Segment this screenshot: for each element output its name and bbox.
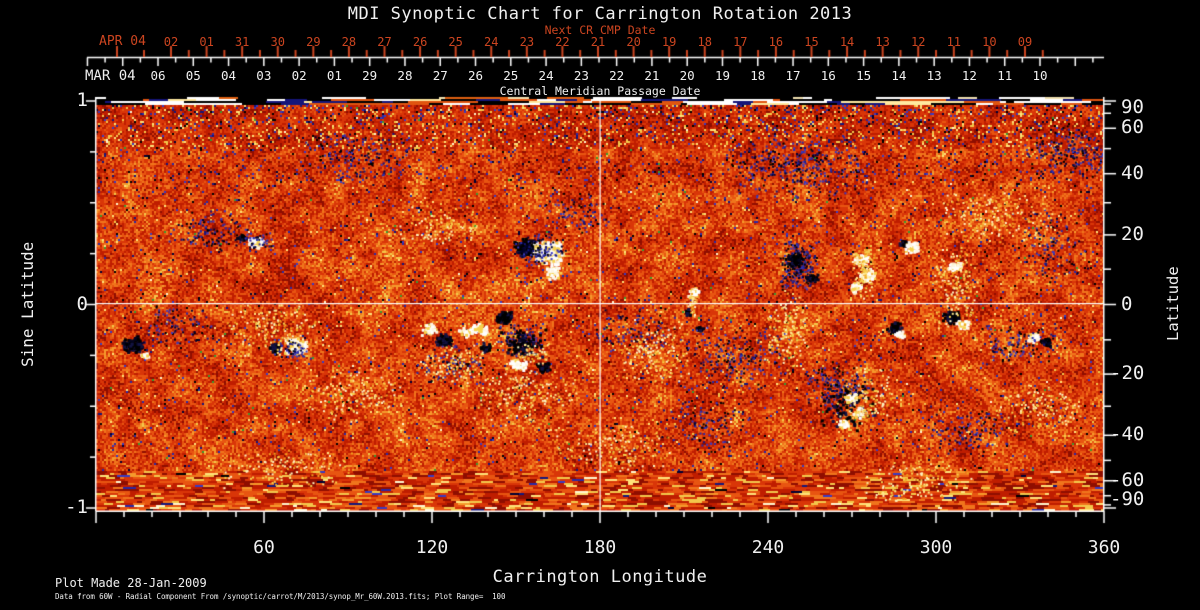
cmp-date-tick-label-red: 29 [306,35,321,49]
latitude-tick-label: 60 [1121,116,1144,139]
latitude-tick-label: 0 [1121,292,1133,315]
cmp-date-tick-label: 27 [432,68,448,83]
cmp-date-tick-label: 21 [644,68,660,83]
cmp-date-tick-label-red: 27 [377,35,392,49]
cmp-date-tick-label-red: 19 [661,35,677,49]
cmp-date-tick-label-red: 20 [626,35,641,49]
carrington-longitude-axis-title: Carrington Longitude [492,567,708,587]
cmp-date-tick-label: 10 [1032,68,1048,83]
cmp-date-tick-label-red: 12 [911,35,926,49]
cmp-date-axis-title: Central Meridian Passage Date [499,84,701,98]
cmp-date-tick-label-red: 10 [982,35,997,49]
mar-date-label: MAR 04 [85,68,136,84]
cmp-date-tick-label-red: 28 [341,35,357,49]
cmp-date-tick-label-red: 18 [697,35,712,49]
cmp-date-tick-label-red: 31 [234,35,250,49]
cmp-date-tick-label: 12 [961,68,977,83]
longitude-tick-label: 180 [583,537,617,558]
cmp-date-tick-label: 23 [573,68,589,83]
cmp-date-tick-label: 05 [185,68,201,83]
longitude-tick-label: 120 [415,537,449,558]
latitude-tick-label: -40 [1110,423,1145,446]
cmp-date-tick-label-red: 14 [839,35,855,49]
cmp-date-tick-label: 02 [291,68,307,83]
sine-latitude-tick-label: 1 [76,89,88,111]
cmp-date-tick-label-red: 25 [448,35,463,49]
latitude-axis-title: Latitude [1164,266,1182,342]
cmp-date-tick-label: 17 [785,68,801,83]
latitude-tick-label: -90 [1110,488,1145,510]
cmp-date-tick-label: 03 [256,68,272,83]
latitude-tick-label: 20 [1121,222,1144,245]
cmp-date-tick-label-red: 16 [768,35,784,49]
longitude-tick-label: 60 [253,537,275,558]
cmp-date-tick-label: 25 [503,68,519,83]
data-source-note: Data from 60W - Radial Component From /s… [55,592,506,601]
cmp-date-tick-label: 16 [820,68,836,83]
sine-latitude-axis-title: Sine Latitude [18,241,37,367]
cmp-date-tick-label-red: 17 [733,35,748,49]
latitude-tick-label: -60 [1110,468,1145,491]
cmp-date-tick-label: 28 [397,68,413,83]
cmp-date-tick-label-red: 02 [163,35,179,49]
cmp-date-tick-label-red: 22 [555,35,570,49]
sine-latitude-tick-label: -1 [65,496,88,518]
cmp-date-tick-label: 15 [856,68,872,83]
latitude-tick-label: -20 [1110,362,1145,385]
cmp-date-tick-label-red: 30 [270,35,285,49]
cmp-date-tick-label-red: 11 [946,35,962,49]
cmp-date-tick-label: 06 [150,68,166,83]
longitude-tick-label: 360 [1087,537,1121,558]
latitude-tick-label: 40 [1121,161,1144,184]
cmp-date-tick-label-red: 24 [484,35,499,49]
cmp-date-tick-label-red: 01 [199,35,214,49]
longitude-tick-label: 240 [751,537,785,558]
cmp-date-tick-label: 13 [926,68,942,83]
cmp-date-tick-label: 04 [221,68,237,83]
sine-latitude-tick-label: 0 [76,292,88,315]
cmp-date-tick-label-red: 26 [412,35,428,49]
cmp-date-tick-label-red: 23 [519,35,535,49]
cmp-date-tick-label: 11 [997,68,1013,83]
latitude-tick-label: 90 [1121,95,1144,118]
cmp-date-tick-label-red: 13 [875,35,890,49]
longitude-tick-label: 300 [919,537,953,558]
cmp-date-tick-label: 18 [750,68,766,83]
plot-made-note: Plot Made 28-Jan-2009 [55,576,207,590]
cmp-date-tick-label: 22 [609,68,625,83]
apr-date-label: APR 04 [99,34,146,49]
cmp-date-tick-label: 24 [538,68,554,83]
cmp-date-tick-label-red: 21 [590,35,606,49]
next-cr-cmp-date-label: Next CR CMP Date [544,23,656,37]
cmp-date-tick-label-red: 09 [1017,35,1033,49]
chart-title: MDI Synoptic Chart for Carrington Rotati… [347,4,853,24]
cmp-date-tick-label: 29 [362,68,378,83]
cmp-date-tick-label-red: 15 [804,35,819,49]
cmp-date-tick-label: 01 [326,68,342,83]
cmp-date-tick-label: 19 [714,68,730,83]
cmp-date-tick-label: 20 [679,68,695,83]
cmp-date-tick-label: 26 [467,68,484,83]
cmp-date-tick-label: 14 [891,68,907,83]
